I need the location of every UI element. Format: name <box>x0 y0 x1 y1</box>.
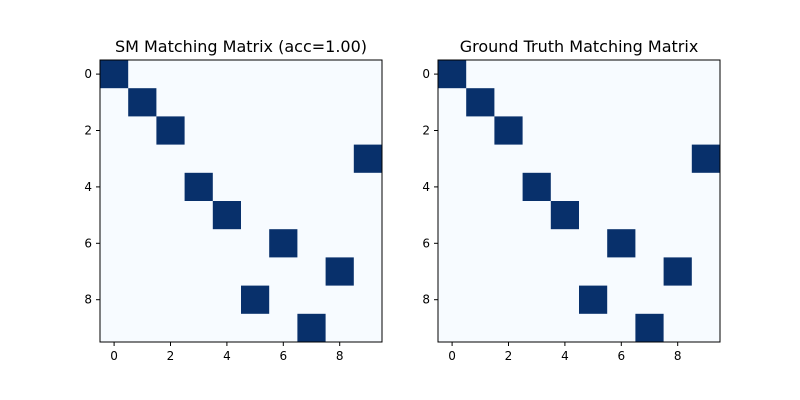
y-tick-label: 2 <box>84 124 92 138</box>
panel-ground-truth: 0 2 4 6 8 0 2 4 6 8 Ground Truth Matching Matrix <box>422 37 721 363</box>
panel-sm-matching: 0 2 4 6 8 0 2 4 6 8 SM Matching Matrix (acc=1.00) <box>84 37 383 363</box>
heatmap-cell <box>212 201 241 230</box>
x-tick-label: 6 <box>279 349 287 363</box>
x-tick-label: 8 <box>336 349 344 363</box>
heatmap-cell <box>269 229 298 258</box>
x-tick-label: 2 <box>505 349 513 363</box>
heatmap-cell <box>635 313 664 342</box>
heatmap-cell <box>607 229 636 258</box>
heatmap-cell <box>550 201 579 230</box>
chart-title: SM Matching Matrix (acc=1.00) <box>115 37 367 56</box>
heatmap-cell <box>241 285 270 314</box>
y-tick-label: 8 <box>422 293 430 307</box>
heatmap-cell <box>325 257 354 286</box>
x-tick-label: 8 <box>674 349 682 363</box>
x-tick-label: 0 <box>448 349 456 363</box>
y-tick-label: 6 <box>422 236 430 250</box>
heatmap-cell <box>156 116 185 145</box>
chart-title: Ground Truth Matching Matrix <box>460 37 699 56</box>
y-tick-label: 8 <box>84 293 92 307</box>
heatmap-cell <box>494 116 523 145</box>
y-tick-label: 6 <box>84 236 92 250</box>
axes-frame <box>99 59 383 343</box>
heatmap-cell <box>128 88 157 117</box>
x-tick-label: 2 <box>167 349 175 363</box>
heatmap-cell <box>663 257 692 286</box>
y-tick-label: 0 <box>422 67 430 81</box>
x-tick-label: 4 <box>223 349 231 363</box>
heatmap-cell <box>184 172 213 201</box>
y-tick-label: 0 <box>84 67 92 81</box>
x-tick-label: 6 <box>617 349 625 363</box>
heatmap-cell <box>100 60 129 89</box>
x-tick-label: 4 <box>561 349 569 363</box>
y-tick-label: 2 <box>422 124 430 138</box>
axes-frame <box>437 59 721 343</box>
heatmap-cell <box>522 172 551 201</box>
heatmap-cell <box>353 144 382 173</box>
heatmap-cell <box>691 144 720 173</box>
y-tick-label: 4 <box>84 180 92 194</box>
heatmap-cell <box>297 313 326 342</box>
x-tick-label: 0 <box>110 349 118 363</box>
y-tick-label: 4 <box>422 180 430 194</box>
heatmap-cell <box>438 60 467 89</box>
heatmap-cell <box>466 88 495 117</box>
heatmap-cell <box>579 285 608 314</box>
